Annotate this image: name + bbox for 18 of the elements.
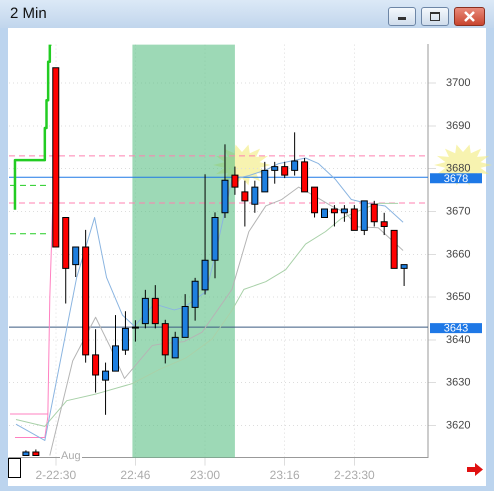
y-tick-label: 3660 [446,248,470,260]
annotation: Aug [60,450,82,462]
x-tick-label: 2-23:30 [334,468,376,482]
y-tick-label: 3680 [446,162,470,175]
ref-line-label: 3643 [444,322,468,335]
x-tick-label: 23:00 [190,468,220,482]
x-tick-label: 22:46 [120,468,151,482]
y-tick-label: 3670 [446,206,470,218]
x-tick-label: 2-22:30 [35,468,76,482]
ref-line-label: 3678 [444,172,468,185]
x-tick-label: 23:16 [270,468,300,482]
y-tick-label: 3630 [446,376,470,389]
y-tick-label: 3650 [446,291,470,304]
chart-title: 2 Min [10,5,47,22]
y-tick-label: 3620 [446,420,470,432]
y-tick-label: 3690 [446,120,470,132]
y-tick-label: 3640 [446,334,470,346]
y-tick-label: 3700 [446,77,470,90]
